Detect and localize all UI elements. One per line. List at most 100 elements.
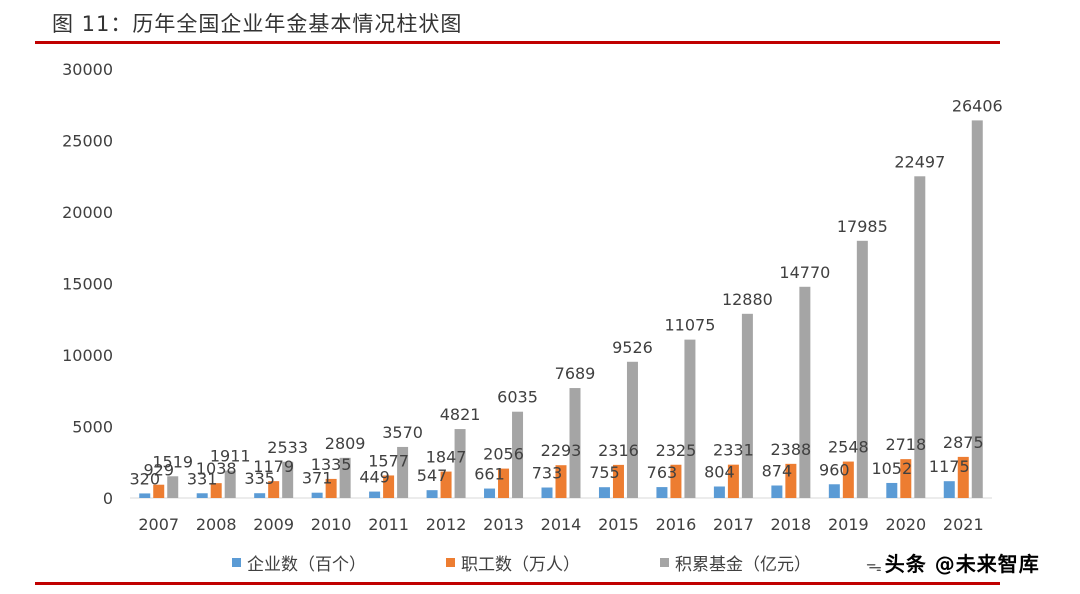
x-tick-label: 2019 (828, 515, 869, 534)
bottom-rule (35, 582, 1000, 585)
bar-employees (210, 483, 222, 498)
bar-employees (957, 456, 969, 498)
data-label: 331 (187, 469, 218, 488)
data-label: 1038 (196, 459, 237, 478)
legend-item-companies: 企业数（百个） (232, 550, 366, 575)
data-label: 1052 (871, 459, 912, 478)
bar-employees (785, 463, 797, 498)
data-label: 1179 (253, 457, 294, 476)
bar-employees (268, 481, 280, 498)
bar-companies (254, 493, 266, 498)
x-tick-label: 2016 (656, 515, 697, 534)
bar-employees (670, 464, 682, 498)
data-label: 661 (474, 465, 505, 484)
y-tick-label: 25000 (62, 132, 113, 151)
y-tick-label: 5000 (72, 418, 113, 437)
data-label: 1335 (311, 455, 352, 474)
x-tick-label: 2010 (311, 515, 352, 534)
top-rule (35, 41, 1000, 44)
bar-employees (900, 459, 912, 498)
bar-companies (886, 482, 898, 498)
bar-companies (196, 493, 208, 498)
bar-companies (943, 481, 955, 498)
data-label: 449 (359, 468, 390, 487)
bar-companies (139, 493, 151, 498)
bar-fund (856, 240, 868, 498)
data-label: 733 (532, 464, 563, 483)
data-label: 2316 (598, 441, 639, 460)
bar-companies (598, 487, 610, 498)
data-label: 2809 (325, 434, 366, 453)
x-tick-label: 2009 (253, 515, 294, 534)
data-label: 2293 (541, 441, 582, 460)
data-label: 763 (647, 463, 678, 482)
data-label: 335 (244, 469, 275, 488)
data-label: 3570 (382, 423, 423, 442)
data-label: 2875 (943, 433, 984, 452)
bar-fund (626, 361, 638, 498)
bar-companies (311, 492, 323, 498)
x-tick-label: 2018 (771, 515, 812, 534)
data-label: 6035 (497, 388, 538, 407)
bar-employees (842, 461, 854, 498)
legend-label-employees: 职工数（万人） (461, 555, 580, 575)
data-label: 1175 (929, 457, 970, 476)
bar-companies (426, 490, 438, 498)
bar-fund (339, 457, 351, 498)
data-label: 2331 (713, 441, 754, 460)
data-label: 7689 (555, 364, 596, 383)
data-label: 9526 (612, 338, 653, 357)
data-label: 2718 (885, 435, 926, 454)
legend-item-fund: 积累基金（亿元） (660, 550, 811, 575)
bar-companies (541, 487, 553, 498)
bar-companies (484, 488, 496, 498)
bar-companies (713, 486, 725, 498)
bar-fund (282, 461, 294, 498)
legend-swatch-fund (660, 558, 669, 567)
legend-swatch-employees (446, 558, 455, 567)
bar-fund (799, 286, 811, 498)
data-label: 547 (417, 466, 448, 485)
data-label: 1577 (368, 451, 409, 470)
x-tick-label: 2015 (598, 515, 639, 534)
data-label: 874 (762, 462, 793, 481)
data-label: 1847 (426, 448, 467, 467)
bar-fund (914, 176, 926, 498)
data-label: 26406 (952, 96, 1003, 115)
legend-label-companies: 企业数（百个） (247, 555, 366, 575)
x-tick-label: 2014 (541, 515, 582, 534)
data-label: 4821 (440, 405, 481, 424)
bar-fund (512, 411, 524, 498)
bar-employees (153, 484, 165, 498)
bar-employees (727, 464, 739, 498)
bar-fund (569, 388, 581, 498)
data-label: 2533 (267, 438, 308, 457)
bar-employees (383, 475, 395, 498)
x-tick-label: 2011 (368, 515, 409, 534)
bar-employees (612, 464, 624, 498)
y-tick-label: 10000 (62, 346, 113, 365)
bar-companies (828, 484, 840, 498)
bar-fund (397, 446, 409, 498)
x-tick-label: 2007 (138, 515, 179, 534)
y-tick-label: 30000 (62, 60, 113, 79)
bar-fund (971, 120, 983, 499)
data-label: 11075 (664, 316, 715, 335)
legend-item-employees: 职工数（万人） (446, 550, 580, 575)
data-label: 22497 (894, 152, 945, 171)
data-label: 929 (143, 461, 174, 480)
data-label: 755 (589, 463, 620, 482)
data-label: 17985 (837, 217, 888, 236)
bar-employees (498, 468, 510, 498)
bar-fund (224, 470, 236, 498)
data-label: 2325 (656, 441, 697, 460)
x-tick-label: 2017 (713, 515, 754, 534)
bar-employees (555, 465, 567, 498)
data-label: 1911 (210, 447, 251, 466)
data-label: 371 (302, 469, 333, 488)
x-tick-label: 2020 (885, 515, 926, 534)
bar-companies (771, 485, 783, 498)
watermark-text: 头条 @未来智库 (884, 552, 1040, 576)
data-label: 14770 (779, 263, 830, 282)
